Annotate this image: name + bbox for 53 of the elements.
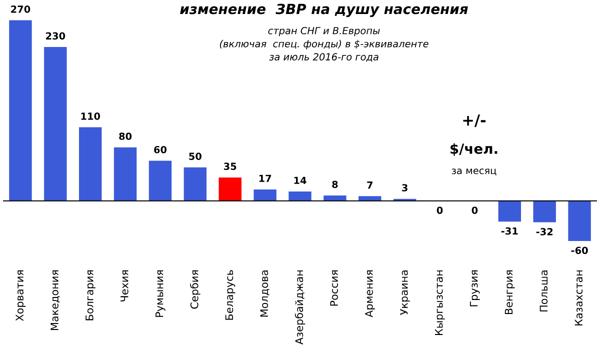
x-tick-label: Чехия	[120, 270, 128, 302]
data-label: 0	[436, 206, 443, 214]
data-label: 8	[332, 180, 338, 188]
data-label: 35	[224, 162, 236, 170]
data-label: 3	[402, 184, 408, 192]
annotation: +/-	[463, 114, 486, 128]
data-label: 17	[259, 174, 272, 182]
data-label: 14	[294, 176, 306, 184]
x-tick-label: Армения	[365, 270, 375, 318]
bar	[148, 160, 172, 201]
x-tick-label: Македония	[50, 270, 60, 330]
bar	[358, 196, 382, 201]
x-tick-label: Молдова	[260, 270, 270, 317]
data-label: 0	[472, 206, 478, 214]
bar	[44, 47, 67, 201]
chart-title: изменение ЗВР на душу населения	[180, 4, 468, 18]
data-label: 270	[11, 5, 30, 13]
x-tick-label: Польша	[540, 270, 548, 312]
bar	[78, 127, 102, 201]
data-label: -60	[571, 246, 588, 254]
bar	[9, 20, 32, 201]
data-label: 50	[189, 152, 202, 160]
x-tick-label: Украина	[400, 270, 410, 315]
data-label: 110	[81, 112, 100, 120]
x-tick-label: Беларусь	[225, 270, 236, 320]
data-label: 7	[367, 182, 372, 189]
x-tick-label: Россия	[330, 270, 338, 306]
data-label: 60	[154, 146, 167, 154]
x-tick-label: Сербия	[190, 270, 200, 309]
bar	[324, 196, 346, 201]
bar	[533, 200, 556, 222]
annotation: за месяц	[452, 168, 496, 176]
bar	[288, 192, 312, 201]
data-label: 80	[119, 132, 132, 140]
text: стран СНГ и В.Европы (включая спец. фонды) в $-эквиваленте за июль 2016-го года	[220, 26, 428, 62]
bar	[184, 167, 207, 201]
annotation: $/чел.	[450, 143, 498, 156]
x-tick-label: Грузия	[470, 270, 480, 306]
data-label: 230	[46, 32, 66, 40]
x-tick-label: Венгрия	[504, 270, 515, 314]
x-tick-label: Румыния	[156, 270, 166, 317]
bar	[114, 147, 137, 201]
x-tick-label: Казахстан	[574, 270, 583, 326]
bar	[218, 177, 242, 201]
x-tick-label: Хорватия	[16, 270, 26, 321]
bar	[254, 190, 276, 201]
bar	[568, 200, 591, 241]
x-tick-label: Азербайджан	[294, 270, 306, 344]
x-tick-label: Кыргызстан	[435, 270, 445, 335]
data-label: -32	[536, 228, 553, 236]
data-label: -31	[501, 227, 518, 235]
bar	[498, 200, 522, 222]
x-tick-label: Болгария	[86, 270, 96, 320]
